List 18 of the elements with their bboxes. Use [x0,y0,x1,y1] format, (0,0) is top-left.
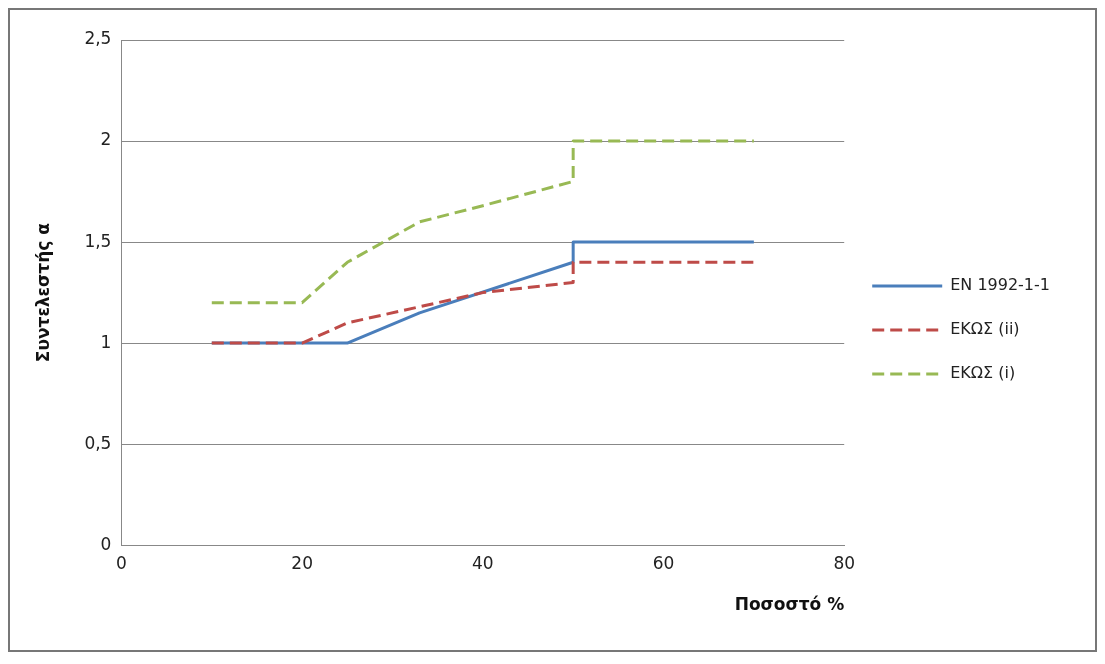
legend-label: EN 1992-1-1 [950,275,1051,295]
x-tick-label: 20 [291,552,313,573]
x-tick-label: 40 [472,552,494,573]
y-tick-label: 2,5 [84,28,112,49]
x-axis-title: Ποσοστό % [734,594,845,615]
y-tick-label: 2 [100,129,112,150]
legend-label: ΕΚΩΣ (i) [950,363,1016,383]
y-axis-title: Συντελεστής α [32,223,53,363]
x-tick-label: 60 [652,552,675,573]
line-series [210,139,756,305]
y-tick-label: 1,5 [84,230,112,251]
y-tick-label: 0 [100,533,112,554]
legend-label: ΕΚΩΣ (ii) [950,319,1020,339]
x-tick-label: 80 [833,552,856,573]
line-series [210,260,756,345]
x-tick-label: 0 [116,552,127,573]
y-tick-label: 0,5 [84,432,112,453]
y-tick-label: 1 [100,331,112,352]
